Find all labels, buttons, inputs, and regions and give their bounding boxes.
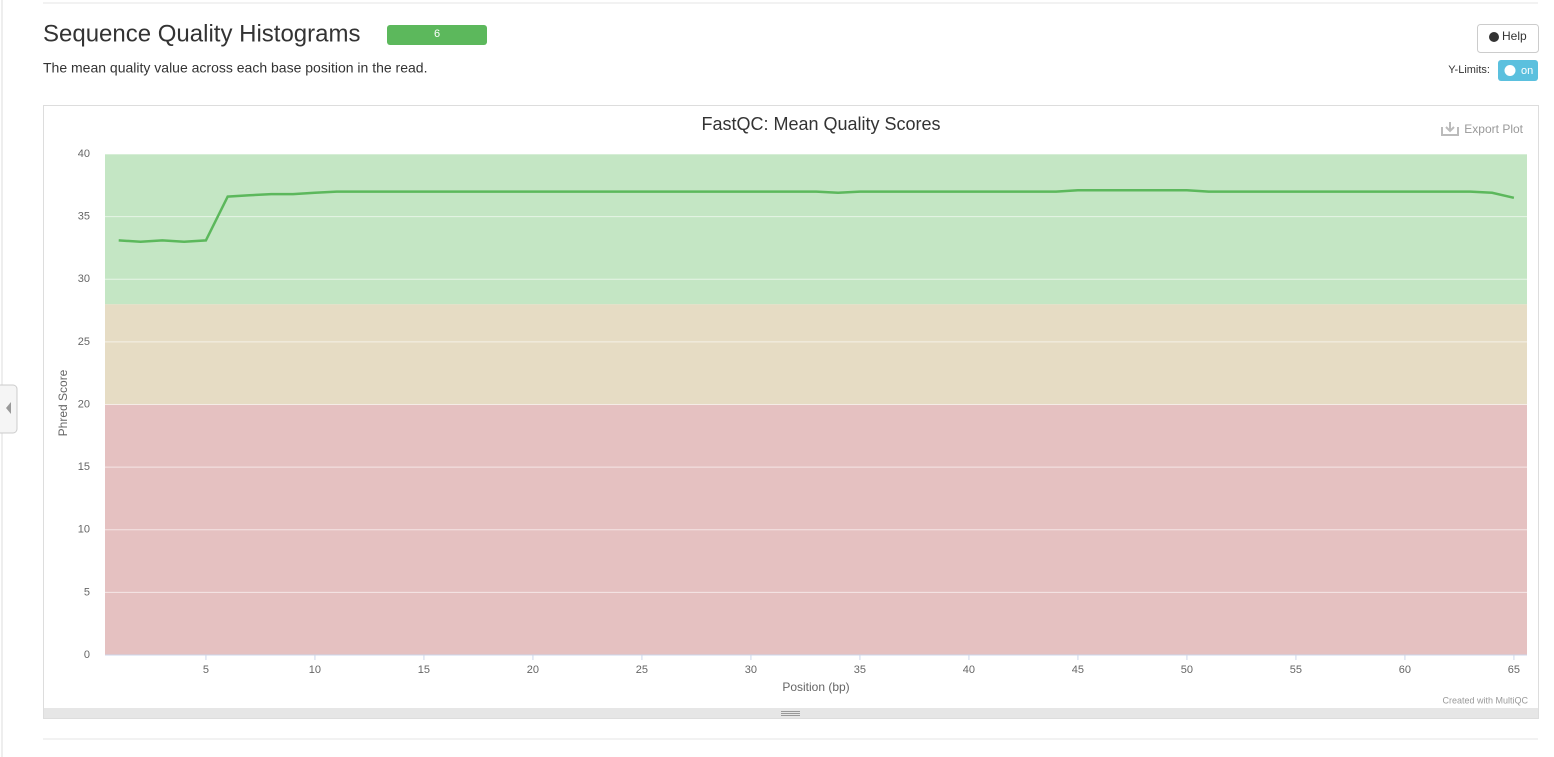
x-tick-label: 60 xyxy=(1399,664,1411,676)
x-tick-label: 15 xyxy=(418,664,430,676)
x-tick-label: 30 xyxy=(745,664,757,676)
y-tick-label: 10 xyxy=(78,524,90,536)
x-tick-label: 5 xyxy=(203,664,209,676)
y-tick-label: 35 xyxy=(78,211,90,223)
y-tick-label: 40 xyxy=(78,148,90,160)
y-tick-label: 0 xyxy=(84,649,90,661)
badge-text: 6 xyxy=(434,28,440,40)
y-axis-title: Phred Score xyxy=(56,369,70,436)
quality-band xyxy=(105,304,1527,405)
x-tick-label: 25 xyxy=(636,664,648,676)
x-tick-label: 50 xyxy=(1181,664,1193,676)
quality-band xyxy=(105,154,1527,305)
x-tick-label: 65 xyxy=(1508,664,1520,676)
toggle-text: on xyxy=(1521,65,1533,77)
export-icon xyxy=(1441,122,1459,136)
y-tick-label: 25 xyxy=(78,336,90,348)
y-tick-label: 15 xyxy=(78,461,90,473)
help-icon xyxy=(1489,32,1499,42)
chart-title: FastQC: Mean Quality Scores xyxy=(701,114,940,134)
ylimits-toggle[interactable] xyxy=(1498,60,1538,81)
x-tick-label: 40 xyxy=(963,664,975,676)
x-tick-label: 20 xyxy=(527,664,539,676)
y-tick-label: 5 xyxy=(84,586,90,598)
section-description: The mean quality value across each base … xyxy=(43,60,427,76)
x-tick-label: 45 xyxy=(1072,664,1084,676)
resize-grip xyxy=(781,711,800,716)
x-axis-title: Position (bp) xyxy=(782,680,849,694)
sidebar-arrow xyxy=(6,402,11,414)
x-tick-label: 10 xyxy=(309,664,321,676)
help-text: Help xyxy=(1502,29,1527,43)
status-badge xyxy=(387,25,487,45)
y-tick-label: 30 xyxy=(78,273,90,285)
section-title: Sequence Quality Histograms xyxy=(43,20,360,47)
ylimits-label: Y-Limits: xyxy=(1448,64,1490,76)
quality-line xyxy=(118,189,1515,243)
x-tick-label: 35 xyxy=(854,664,866,676)
toggle-knob xyxy=(1504,65,1516,76)
x-tick-label: 55 xyxy=(1290,664,1302,676)
credit: Created with MultiQC xyxy=(1442,695,1528,705)
y-tick-label: 20 xyxy=(78,398,90,410)
help-button[interactable] xyxy=(1477,24,1539,53)
export-button[interactable]: Export Plot xyxy=(1464,122,1523,136)
